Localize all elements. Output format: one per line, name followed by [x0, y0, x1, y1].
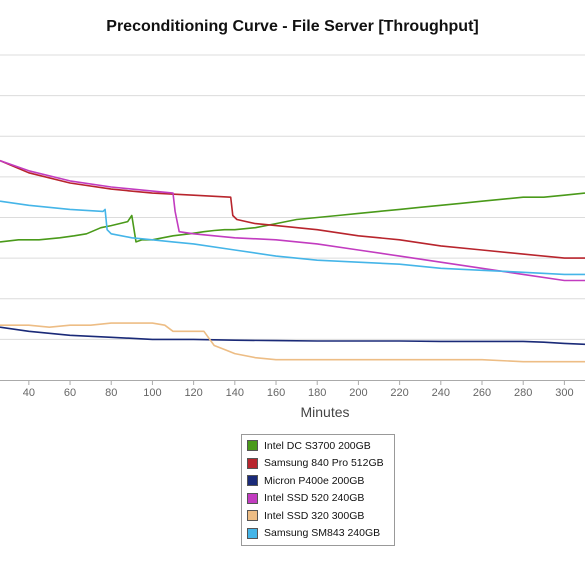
x-tick-label: 180: [308, 387, 326, 399]
legend-label: Samsung 840 Pro 512GB: [264, 457, 384, 470]
legend-swatch: [247, 510, 258, 522]
series-line: [0, 322, 585, 363]
series-line: [0, 159, 585, 282]
legend-swatch: [247, 475, 258, 487]
series-layer: [0, 159, 585, 363]
x-tick-label: 280: [514, 387, 532, 399]
legend-item: Intel SSD 520 240GB: [242, 490, 394, 508]
x-tick-label: 40: [23, 387, 35, 399]
x-axis: 40 60 80 100 120 140 160 180 200 220 240 260 280 300: [0, 380, 585, 399]
chart-title: Preconditioning Curve - File Server [Thr…: [106, 18, 479, 35]
legend-item: Samsung SM843 240GB: [242, 525, 394, 543]
x-tick-label: 140: [226, 387, 244, 399]
legend-swatch: [247, 492, 258, 504]
x-tick-label: 120: [184, 387, 202, 399]
legend-item: Micron P400e 200GB: [242, 472, 394, 490]
x-tick-label: 160: [267, 387, 285, 399]
legend-swatch: [247, 440, 258, 452]
legend-label: Intel SSD 320 300GB: [264, 509, 365, 522]
series-line: [0, 159, 585, 259]
x-tick-label: 100: [143, 387, 161, 399]
legend-label: Micron P400e 200GB: [264, 474, 365, 487]
series-line: [0, 326, 585, 346]
legend-label: Intel DC S3700 200GB: [264, 439, 371, 452]
legend-swatch: [247, 457, 258, 469]
x-tick-label: 60: [64, 387, 76, 399]
legend: Intel DC S3700 200GB Samsung 840 Pro 512G…: [241, 434, 395, 546]
legend-label: Intel SSD 520 240GB: [264, 492, 365, 505]
x-tick-label: 80: [105, 387, 117, 399]
x-tick-label: 240: [432, 387, 450, 399]
legend-item: Intel SSD 320 300GB: [242, 507, 394, 525]
legend-swatch: [247, 527, 258, 539]
x-tick-label: 200: [349, 387, 367, 399]
series-line: [0, 200, 585, 276]
x-tick-label: 260: [473, 387, 491, 399]
x-tick-label: 300: [555, 387, 573, 399]
legend-item: Samsung 840 Pro 512GB: [242, 455, 394, 473]
grid: [0, 54, 585, 340]
x-tick-label: 220: [390, 387, 408, 399]
legend-item: Intel DC S3700 200GB: [242, 437, 394, 455]
x-axis-label: Minutes: [300, 404, 350, 420]
legend-label: Samsung SM843 240GB: [264, 527, 381, 540]
series-line: [0, 192, 585, 243]
